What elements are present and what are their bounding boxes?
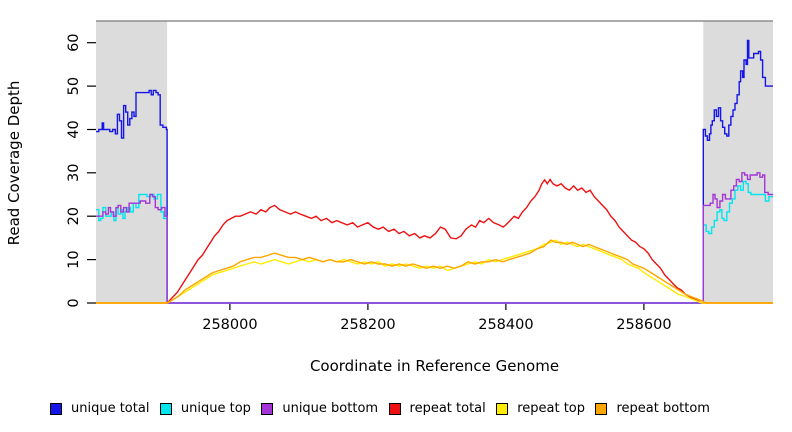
- legend-item-unique-total: unique total: [50, 401, 149, 416]
- legend-item-repeat-top: repeat top: [496, 401, 585, 416]
- legend-item-unique-bottom: unique bottom: [261, 401, 378, 416]
- y-axis-tick-label: 50: [66, 77, 82, 95]
- legend-swatch-repeat-total: [388, 402, 401, 415]
- legend-swatch-unique-total: [50, 402, 62, 415]
- x-axis-tick-label: 258600: [616, 317, 671, 333]
- x-axis-title: Coordinate in Reference Genome: [309, 357, 560, 375]
- y-axis-tick-label: 10: [66, 250, 82, 268]
- flank-shaded-region: [703, 21, 773, 303]
- legend-item-repeat-bottom: repeat bottom: [595, 401, 710, 416]
- legend-label-unique-bottom: unique bottom: [282, 401, 379, 416]
- legend-label-repeat-bottom: repeat bottom: [616, 401, 710, 416]
- legend-swatch-unique-top: [159, 402, 172, 415]
- y-axis-tick-label: 0: [66, 298, 82, 307]
- legend: unique total unique top unique bottom repea…: [50, 401, 710, 416]
- flank-shaded-region: [96, 21, 168, 303]
- legend-label-unique-top: unique top: [180, 401, 251, 416]
- legend-swatch-repeat-bottom: [595, 402, 608, 415]
- legend-item-unique-top: unique top: [159, 401, 251, 416]
- series-line-repeat-top: [96, 239, 773, 304]
- x-axis-tick-label: 258000: [202, 317, 257, 333]
- y-axis-tick-label: 30: [66, 164, 82, 182]
- y-axis-tick-label: 40: [66, 120, 82, 138]
- x-axis-tick-label: 258200: [340, 317, 395, 333]
- legend-item-repeat-total: repeat total: [388, 401, 486, 416]
- y-axis-tick-label: 60: [66, 33, 82, 51]
- x-axis-tick-label: 258400: [478, 317, 533, 333]
- legend-swatch-unique-bottom: [261, 402, 274, 415]
- legend-label-unique-total: unique total: [71, 401, 150, 416]
- series-line-repeat-total: [96, 178, 773, 304]
- y-axis-title: Read Coverage Depth: [5, 80, 23, 246]
- y-axis-tick-label: 20: [66, 207, 82, 225]
- legend-swatch-repeat-top: [496, 402, 509, 415]
- legend-label-repeat-top: repeat top: [517, 401, 585, 416]
- series-line-repeat-bottom: [96, 239, 773, 304]
- series-line-unique-total: [96, 39, 773, 304]
- legend-label-repeat-total: repeat total: [409, 401, 486, 416]
- coverage-plot: 258000 258200 258400 258600 0 10 20 30 40 50 60: [66, 20, 773, 333]
- series-line-unique-bottom: [96, 172, 773, 304]
